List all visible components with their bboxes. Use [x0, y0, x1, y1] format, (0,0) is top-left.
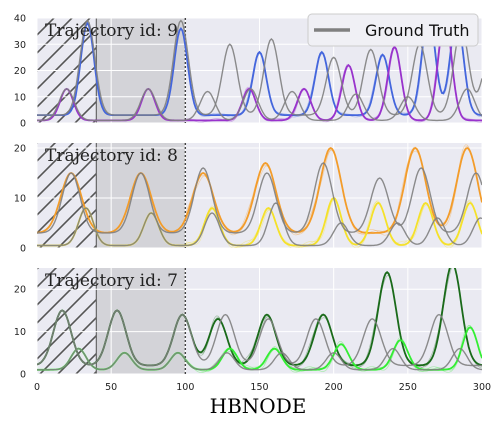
y-tick-label: 20: [14, 285, 26, 296]
y-tick-label: 10: [14, 92, 26, 103]
legend: Ground Truth: [307, 13, 479, 47]
y-tick-label: 40: [14, 14, 26, 25]
series-group: [37, 18, 482, 123]
y-tick-label: 20: [14, 66, 26, 77]
ground-truth-line: [37, 19, 482, 116]
hatched-region: [37, 143, 97, 248]
ground-truth-line: [37, 202, 482, 247]
x-tick-label: 200: [325, 382, 343, 393]
ground-truth-line: [37, 347, 482, 371]
x-tick-label: 150: [250, 382, 268, 393]
panel-3: 0 10 20 Trajectory id: 7: [14, 268, 483, 381]
panel-title: Trajectory id: 9: [45, 21, 178, 41]
series-group: [37, 268, 482, 373]
y-tick-label: 0: [20, 370, 26, 381]
y-tick-label: 10: [14, 194, 26, 205]
x-tick-label: 300: [473, 382, 491, 393]
y-tick-label: 20: [14, 144, 26, 155]
x-axis-label: HBNODE: [210, 394, 307, 418]
y-tick-label: 10: [14, 327, 26, 338]
ground-truth-line: [37, 309, 482, 367]
y-tick-label: 0: [20, 244, 26, 255]
ground-truth-line: [37, 88, 482, 122]
x-tick-label: 50: [105, 382, 117, 393]
panel-title: Trajectory id: 8: [45, 146, 178, 166]
y-tick-label: 30: [14, 40, 26, 51]
legend-label: Ground Truth: [365, 21, 470, 40]
y-tick-label: 0: [20, 119, 26, 130]
series-group: [37, 144, 482, 248]
x-tick-label: 0: [34, 382, 40, 393]
x-tick-label: 250: [399, 382, 417, 393]
x-tick-label: 100: [176, 382, 194, 393]
panel-2: 0 10 20 Trajectory id: 8: [14, 143, 483, 255]
legend-box: [307, 13, 479, 47]
panel-title: Trajectory id: 7: [45, 271, 178, 291]
ground-truth-line: [37, 162, 482, 234]
prediction-line: [37, 146, 482, 234]
